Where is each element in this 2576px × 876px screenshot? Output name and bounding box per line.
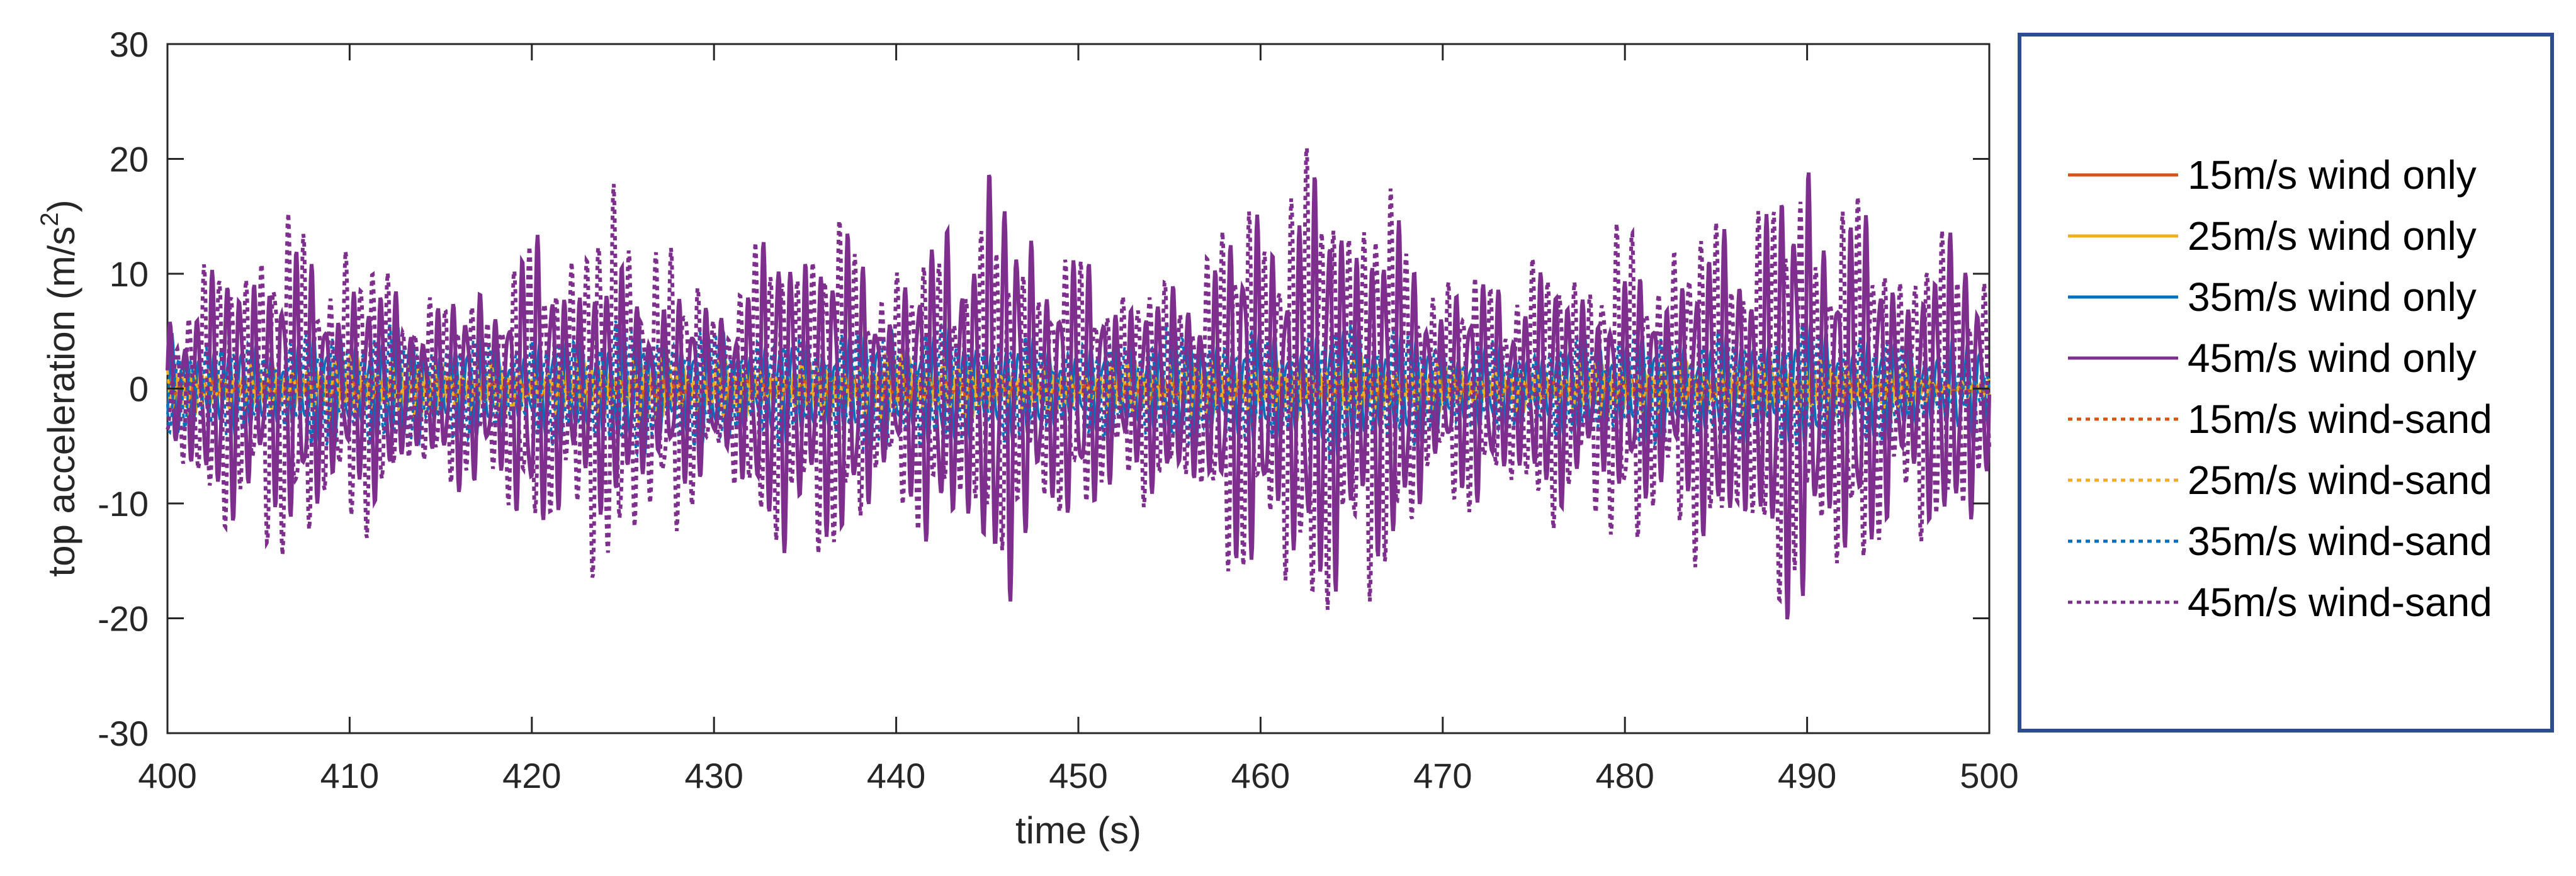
y-tick-label: 30 [110, 25, 149, 64]
x-tick-label: 460 [1231, 756, 1290, 795]
legend-entry: 25m/s wind-sand [2188, 458, 2492, 503]
series-line [166, 147, 1991, 610]
x-axis-label: time (s) [1015, 809, 1141, 851]
x-tick-label: 410 [320, 756, 379, 795]
y-tick-label: -30 [98, 714, 149, 753]
x-tick-label: 480 [1595, 756, 1654, 795]
legend-entry: 45m/s wind-sand [2188, 580, 2492, 625]
legend-entry: 15m/s wind only [2188, 152, 2477, 198]
legend-box [2018, 33, 2554, 733]
y-tick-label: -10 [98, 484, 149, 524]
legend: 15m/s wind only 25m/s wind only 35m/s wind… [2068, 152, 2492, 625]
x-tick-label: 430 [684, 756, 743, 795]
legend-entry: 45m/s wind only [2188, 335, 2477, 381]
series-line [167, 373, 1991, 404]
y-tick-label: 20 [110, 140, 149, 179]
legend-entry: 25m/s wind only [2188, 213, 2477, 259]
x-tick-label: 420 [502, 756, 561, 795]
x-tick-label: 450 [1049, 756, 1107, 795]
series-line [166, 351, 1991, 427]
x-tick-label: 440 [867, 756, 925, 795]
series-line [166, 319, 1991, 460]
series-layer [166, 147, 1991, 620]
y-tick-label: -20 [98, 599, 149, 639]
y-axis-label: top acceleration (m/s2) [36, 199, 82, 576]
x-tick-label: 400 [138, 756, 196, 795]
y-axis: 30 20 10 0 -10 -20 -30 [98, 25, 1989, 753]
legend-entry: 15m/s wind-sand [2188, 396, 2492, 442]
x-axis: 400 410 420 430 440 450 460 470 480 490 500 [138, 44, 2019, 795]
legend-entry: 35m/s wind only [2188, 274, 2477, 320]
x-tick-label: 490 [1778, 756, 1836, 795]
y-tick-label: 0 [129, 369, 149, 409]
y-tick-label: 10 [110, 254, 149, 294]
x-tick-label: 500 [1960, 756, 2018, 795]
x-tick-label: 470 [1413, 756, 1472, 795]
legend-entry: 35m/s wind-sand [2188, 519, 2492, 564]
